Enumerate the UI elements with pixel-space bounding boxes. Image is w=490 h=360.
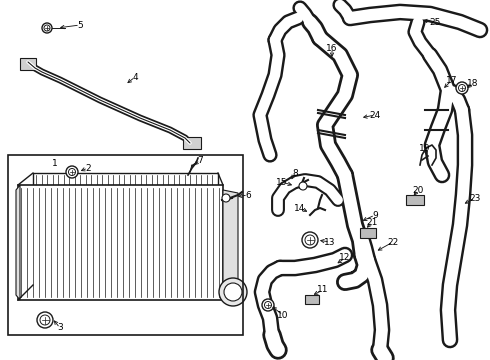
Text: 21: 21 (367, 217, 378, 226)
Text: 11: 11 (317, 285, 329, 294)
Circle shape (299, 182, 307, 190)
Circle shape (302, 232, 318, 248)
Text: 13: 13 (324, 238, 336, 247)
Circle shape (42, 23, 52, 33)
Text: 18: 18 (467, 78, 479, 87)
Text: 17: 17 (446, 76, 458, 85)
Circle shape (222, 194, 230, 202)
Text: 15: 15 (276, 177, 288, 186)
Text: 22: 22 (388, 238, 399, 247)
Bar (8, 155, 243, 335)
Text: 7: 7 (197, 156, 203, 165)
Text: 10: 10 (277, 310, 289, 320)
Circle shape (219, 278, 247, 306)
Text: 25: 25 (429, 18, 441, 27)
Text: 5: 5 (77, 21, 83, 30)
Bar (20, 58, 36, 70)
Bar (305, 295, 319, 304)
Circle shape (44, 25, 50, 31)
Text: 1: 1 (52, 158, 58, 167)
Circle shape (69, 168, 75, 176)
Circle shape (456, 82, 468, 94)
Text: 19: 19 (419, 144, 431, 153)
Text: 20: 20 (412, 185, 424, 194)
Circle shape (224, 283, 242, 301)
Bar (18, 185, 223, 300)
Circle shape (40, 315, 50, 325)
Bar (406, 195, 424, 205)
Text: 23: 23 (469, 194, 481, 202)
Text: 9: 9 (372, 211, 378, 220)
Circle shape (265, 302, 271, 309)
Bar (183, 137, 201, 149)
Text: 14: 14 (294, 203, 306, 212)
Polygon shape (16, 185, 20, 300)
Circle shape (37, 312, 53, 328)
Text: 24: 24 (369, 111, 381, 120)
Text: 2: 2 (85, 163, 91, 172)
Circle shape (305, 235, 315, 245)
Text: 3: 3 (57, 324, 63, 333)
Text: 6: 6 (245, 190, 251, 199)
Circle shape (66, 166, 78, 178)
Text: 4: 4 (132, 72, 138, 81)
Text: 8: 8 (292, 168, 298, 177)
Bar (33, 173, 218, 273)
Text: 12: 12 (339, 253, 351, 262)
Bar (360, 228, 376, 238)
Circle shape (262, 299, 274, 311)
Circle shape (459, 85, 466, 91)
Text: 16: 16 (326, 44, 338, 53)
Polygon shape (223, 190, 238, 295)
